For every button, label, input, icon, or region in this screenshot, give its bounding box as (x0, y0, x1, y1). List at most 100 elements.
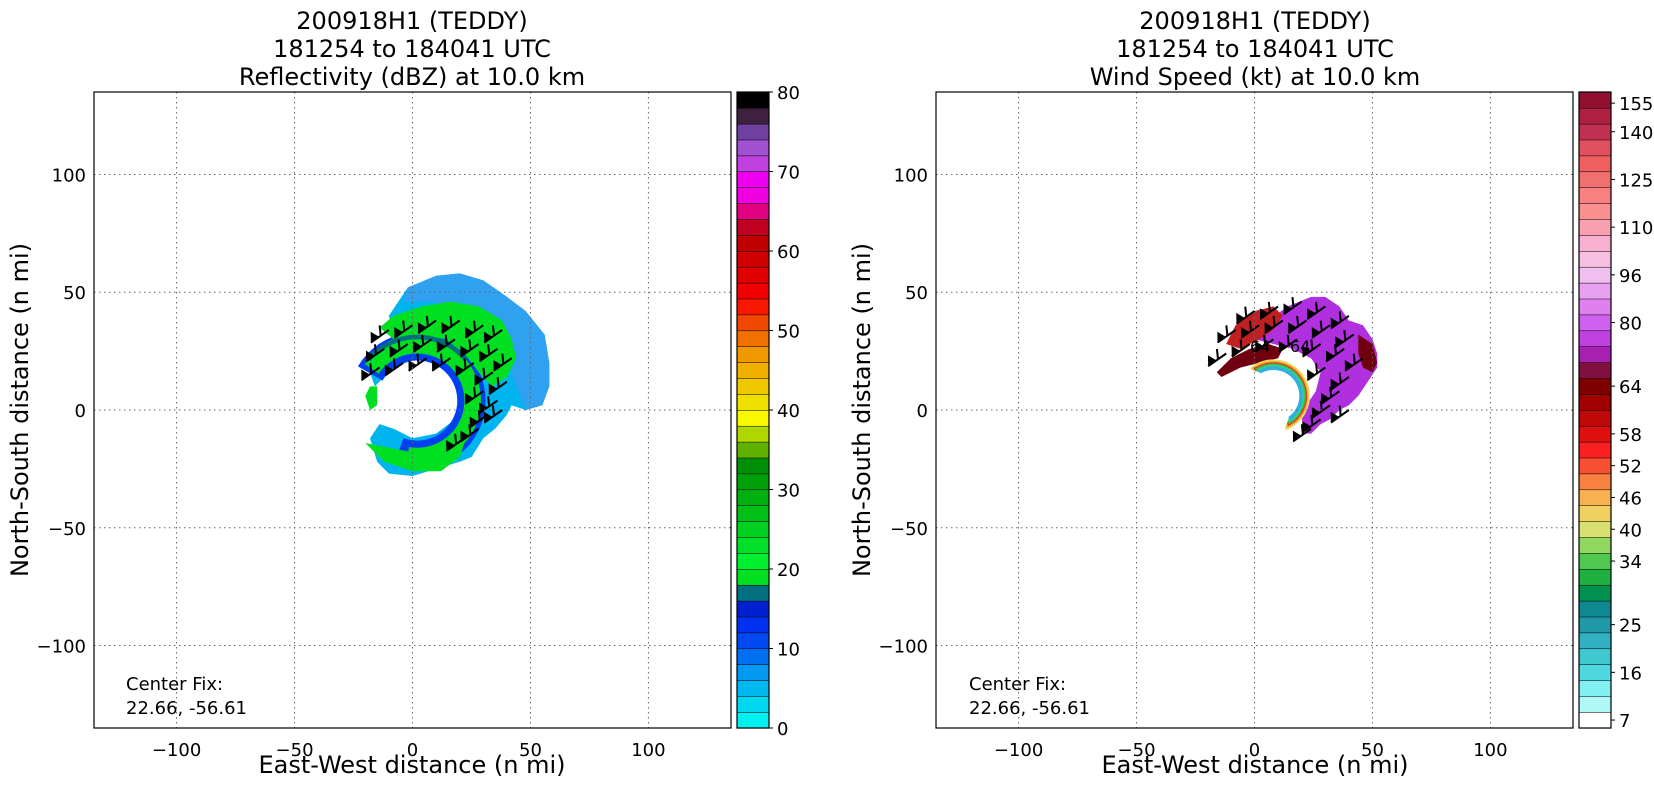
colorbar-cell (1578, 139, 1612, 157)
colorbar-cell (1578, 409, 1612, 427)
wind-barb (445, 433, 465, 452)
x-axis-label: East-West distance (n mi) (258, 751, 565, 779)
field-dark-red (1216, 344, 1283, 377)
colorbar-cell (1578, 664, 1612, 681)
colorbar-tick-label: 40 (1619, 520, 1642, 541)
x-tick-label: 100 (1473, 740, 1507, 761)
x-axis-label: East-West distance (n mi) (1101, 751, 1408, 779)
colorbar-cell (736, 298, 770, 316)
chart-title-line-2: 181254 to 184041 UTC (1116, 35, 1394, 63)
x-ticks: −100 −50 0 50 100 (152, 740, 666, 761)
colorbar-cell (736, 648, 770, 665)
colorbar-tick-label: 96 (1619, 266, 1642, 287)
colorbar-cell (736, 680, 770, 697)
colorbar-tick-label: 30 (777, 481, 800, 502)
wind-barb (488, 377, 508, 396)
wind-barbs (360, 315, 513, 452)
colorbar-cell (1578, 441, 1612, 459)
colorbar-tick-label: 58 (1619, 425, 1642, 446)
wind-barb (1259, 301, 1279, 320)
colorbar-tick-label: 50 (777, 322, 800, 343)
wind-barb (455, 358, 475, 377)
colorbar-tick-label: 80 (777, 83, 800, 104)
wind-barb (417, 315, 437, 334)
wind-barb (370, 325, 390, 344)
colorbar-cell (736, 346, 770, 363)
wind-barb (1302, 339, 1322, 358)
chart-title-line-3: Wind Speed (kt) at 10.0 km (1090, 63, 1421, 91)
colorbar-cell (1578, 489, 1612, 506)
x-tick-label: 0 (407, 740, 418, 761)
x-tick-label: 50 (1361, 740, 1384, 761)
center-fix-label: Center Fix: (126, 674, 223, 695)
colorbar-tick-label: 52 (1619, 457, 1642, 478)
wind-speed-panel: 200918H1 (TEDDY) 181254 to 184041 UTC Wi… (848, 7, 1653, 779)
x-tick-label: 50 (519, 740, 542, 761)
wind-barb (1292, 424, 1312, 443)
wind-barbs (1207, 296, 1364, 443)
y-axis-label: North-South distance (n mi) (6, 243, 34, 577)
wind-barb (436, 334, 456, 353)
colorbar-tick-label: 0 (777, 719, 788, 740)
colorbar-cell (736, 616, 770, 634)
field-green-west (365, 386, 378, 410)
colorbar-cell (736, 505, 770, 522)
colorbar-cell (1578, 680, 1612, 697)
colorbar-cell (1578, 218, 1612, 236)
colorbar-cell (1578, 425, 1612, 443)
wind-barb (460, 339, 480, 358)
colorbar-cell (736, 473, 770, 491)
reflectivity-colorbar: 0 10 20 30 40 50 60 70 80 (736, 83, 800, 740)
wind-barb (1330, 405, 1350, 424)
y-tick-label: 0 (75, 401, 86, 422)
colorbar-cell (736, 107, 770, 125)
wind-barb (464, 386, 484, 405)
colorbar-tick-label: 25 (1619, 616, 1642, 637)
wind-barb (1311, 400, 1331, 419)
colorbar-cell (736, 584, 770, 602)
colorbar-cell (1578, 711, 1612, 729)
colorbar-cell (736, 155, 770, 173)
colorbar-tick-label: 16 (1619, 663, 1642, 684)
colorbar-cell (1578, 282, 1612, 300)
colorbar-cell (736, 695, 770, 713)
colorbar-cell (736, 664, 770, 681)
colorbar-cell (736, 711, 770, 729)
colorbar-cell (736, 632, 770, 650)
colorbar-cell (1578, 505, 1612, 522)
chart-title-line-1: 200918H1 (TEDDY) (1139, 7, 1370, 35)
y-tick-label: 50 (63, 283, 86, 304)
colorbar-tick-label: 10 (777, 640, 800, 661)
wind-barb (483, 405, 503, 424)
field-teal-edge (366, 334, 468, 362)
colorbar-cell (736, 250, 770, 268)
wind-barb (1240, 320, 1260, 339)
colorbar-cell (1578, 695, 1612, 713)
field-light-blue (403, 273, 550, 410)
grid-lines (94, 92, 731, 728)
wind-barb (1344, 353, 1364, 372)
colorbar-cell (1578, 298, 1612, 316)
x-tick-label: −50 (1118, 740, 1156, 761)
wind-barb (1306, 301, 1326, 320)
chart-title-line-3: Reflectivity (dBZ) at 10.0 km (239, 63, 585, 91)
y-ticks: −100 −50 0 50 100 (37, 165, 86, 657)
wind-barb (412, 334, 432, 353)
wind-speed-colorbar: 7 16 25 34 40 46 52 58 64 80 96 110 125 140 155 (1578, 91, 1653, 732)
colorbar-cell (736, 171, 770, 188)
colorbar-cell (1578, 123, 1612, 141)
wind-barb (393, 320, 414, 339)
colorbar-cell (1578, 314, 1612, 332)
colorbar-cell (736, 187, 770, 204)
plot-frame (935, 91, 1574, 729)
colorbar-cell (736, 377, 770, 395)
y-tick-label: −50 (890, 519, 928, 540)
y-tick-label: 0 (917, 401, 928, 422)
colorbar-cell (736, 266, 770, 284)
colorbar-tick-label: 40 (777, 401, 800, 422)
reflectivity-field (358, 273, 550, 476)
wind-barb (1254, 334, 1274, 353)
colorbar-cell (1578, 155, 1612, 173)
wind-barb (478, 344, 498, 363)
colorbar-cell (736, 409, 770, 427)
